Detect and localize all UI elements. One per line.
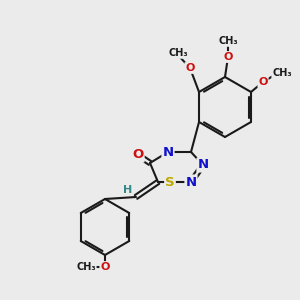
Text: CH₃: CH₃	[218, 36, 238, 46]
Text: N: N	[197, 158, 208, 172]
Text: S: S	[165, 176, 175, 188]
Text: O: O	[258, 77, 268, 87]
Text: O: O	[100, 262, 110, 272]
Text: O: O	[132, 148, 144, 161]
Text: CH₃: CH₃	[168, 48, 188, 58]
Text: O: O	[223, 52, 233, 62]
Text: N: N	[162, 146, 174, 158]
Text: CH₃: CH₃	[272, 68, 292, 78]
Text: CH₃: CH₃	[76, 262, 96, 272]
Text: N: N	[185, 176, 197, 188]
Text: H: H	[123, 185, 133, 195]
Text: O: O	[185, 63, 195, 73]
